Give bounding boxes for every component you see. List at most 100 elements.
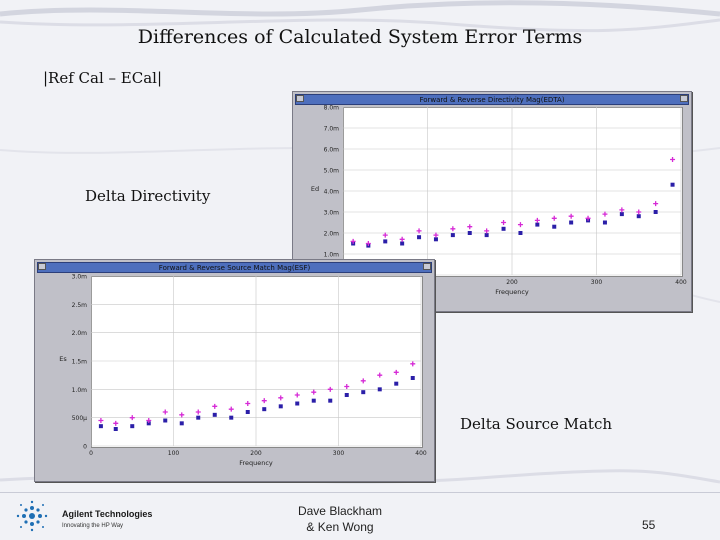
data-point [383, 239, 388, 244]
directivity-plot-window[interactable]: Forward & Reverse Directivity Mag(EDTA) … [292, 91, 692, 312]
y-tick-label: 1.5m [72, 359, 88, 366]
data-point [344, 384, 350, 389]
data-point [377, 372, 383, 378]
x-tick-label: 400 [415, 450, 427, 457]
data-point [278, 404, 283, 409]
data-point [179, 421, 184, 426]
data-point [196, 415, 201, 420]
data-point [394, 381, 399, 386]
data-point [295, 401, 300, 406]
window-menu-button[interactable] [38, 263, 46, 270]
data-point [261, 398, 267, 404]
x-tick-label: 300 [591, 279, 603, 286]
footer-author-line2: & Ken Wong [306, 520, 374, 534]
delta-directivity-label: Delta Directivity [85, 187, 211, 205]
data-point [450, 226, 456, 232]
y-tick-label: 2.5m [72, 302, 88, 309]
data-point [602, 211, 608, 217]
page-number: 55 [642, 518, 656, 532]
x-tick-label: 0 [89, 450, 93, 457]
data-point [344, 393, 349, 397]
y-tick-label: 1.0m [324, 252, 340, 259]
data-point [113, 427, 118, 431]
data-point [130, 424, 135, 429]
data-point [327, 386, 333, 392]
y-tick-label: 0 [83, 444, 87, 451]
data-point [311, 389, 317, 395]
data-point [417, 235, 422, 240]
data-point [670, 157, 676, 162]
y-tick-label: 4.0m [324, 189, 340, 196]
data-point [360, 378, 366, 384]
data-point [311, 398, 316, 403]
data-point [399, 236, 405, 242]
data-point [98, 424, 103, 429]
data-point [393, 369, 399, 375]
y-tick-label: 1.0m [72, 387, 88, 394]
data-point [245, 401, 251, 406]
data-point [619, 207, 625, 213]
data-point [585, 215, 591, 221]
x-axis-label: Frequency [495, 288, 529, 296]
data-point [162, 409, 168, 415]
window-close-button[interactable] [423, 263, 431, 270]
data-point [212, 412, 217, 417]
window-title: Forward & Reverse Directivity Mag(EDTA) [419, 96, 565, 104]
window-title: Forward & Reverse Source Match Mag(ESF) [158, 264, 311, 272]
data-point [113, 420, 119, 426]
data-point [245, 410, 250, 414]
data-point [129, 415, 135, 421]
y-tick-label: 7.0m [324, 126, 340, 133]
x-tick-label: 200 [506, 279, 518, 286]
company-logo-name: Agilent Technologies [62, 509, 153, 519]
window-menu-button[interactable] [296, 95, 304, 102]
data-point [146, 418, 152, 423]
plot-area [91, 276, 423, 448]
y-tick-label: 6.0m [324, 147, 340, 154]
source-match-chart: 0 500μ 1.0m 1.5m 2.0m 2.5m 3.0m 0 100 200 300 400 Fr… [59, 274, 427, 468]
y-tick-label: 2.0m [72, 330, 88, 337]
data-point [484, 228, 490, 234]
data-point [653, 201, 659, 207]
data-point [328, 398, 333, 403]
y-tick-label: 8.0m [324, 105, 340, 112]
plot-area [343, 107, 683, 277]
data-point [410, 376, 415, 380]
data-point [569, 220, 574, 225]
slide-subtitle: |Ref Cal – ECal| [43, 69, 163, 87]
window-close-button[interactable] [680, 95, 688, 102]
x-tick-label: 100 [168, 450, 180, 457]
window-titlebar[interactable]: Forward & Reverse Source Match Mag(ESF) [37, 262, 432, 273]
data-point [212, 403, 218, 409]
y-axis-label: Ed [311, 185, 319, 193]
data-point [517, 222, 523, 228]
data-point [653, 210, 658, 214]
data-point [410, 361, 416, 367]
x-tick-label: 300 [333, 450, 345, 457]
y-tick-label: 2.0m [324, 231, 340, 238]
y-axis-label: Es [59, 355, 67, 363]
x-tick-label: 400 [675, 279, 687, 286]
data-point [636, 214, 641, 219]
data-point [535, 222, 540, 227]
data-point [382, 232, 388, 238]
data-point [450, 233, 455, 238]
data-point [262, 407, 267, 412]
data-point [484, 233, 489, 238]
y-tick-label: 3.0m [72, 274, 88, 281]
data-point [433, 237, 438, 242]
data-point [294, 392, 300, 398]
data-point [350, 238, 356, 244]
y-tick-label: 3.0m [324, 210, 340, 217]
data-point [361, 390, 366, 395]
data-point [229, 415, 234, 420]
data-point [98, 418, 104, 423]
window-titlebar[interactable]: Forward & Reverse Directivity Mag(EDTA) [295, 94, 689, 105]
data-point [365, 241, 371, 246]
data-point [568, 213, 574, 219]
footer-author: Dave Blackham & Ken Wong [285, 503, 395, 535]
source-match-plot-window[interactable]: Forward & Reverse Source Match Mag(ESF) … [34, 259, 435, 482]
data-point [636, 209, 642, 215]
data-point [551, 215, 557, 221]
data-point [534, 217, 540, 223]
